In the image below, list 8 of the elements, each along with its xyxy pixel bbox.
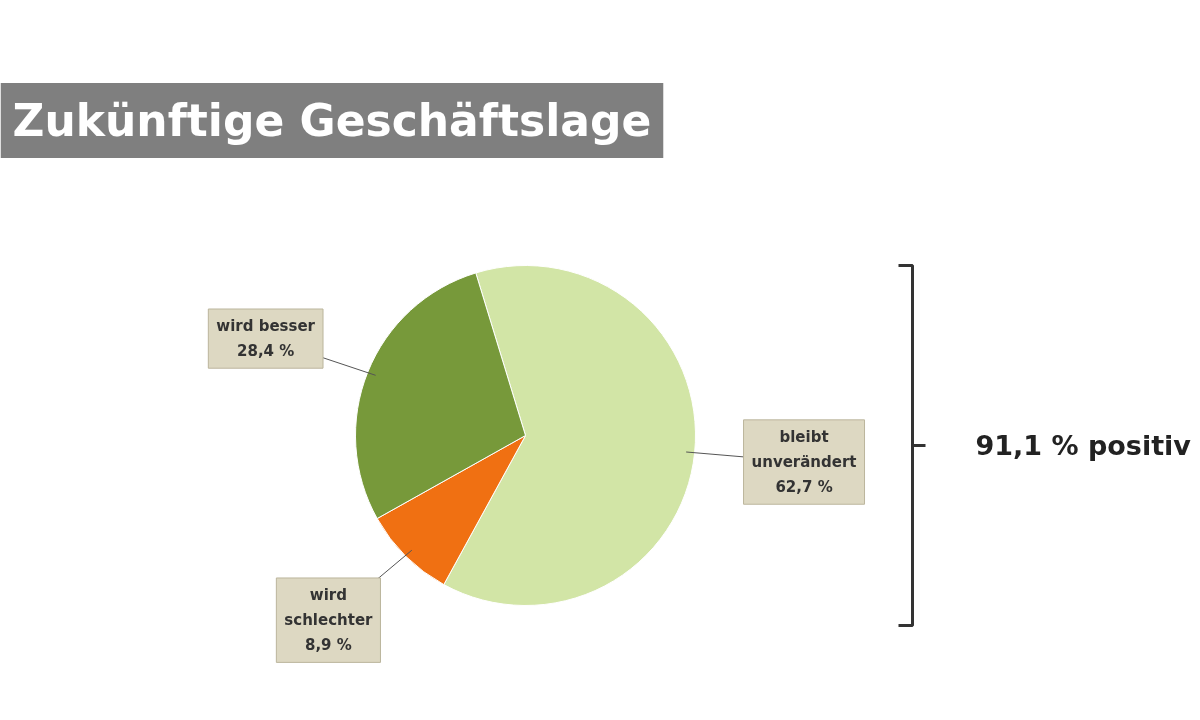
slice-label: wird schlechter — [284, 585, 374, 630]
data-label: 8,9 % — [305, 636, 352, 655]
chart-title: Zukünftige Geschäftslage — [12, 95, 652, 146]
data-label: 28,4 % — [237, 342, 295, 361]
data-label: 62,7 % — [775, 478, 833, 497]
text: 91,1 % positiv — [975, 430, 1192, 461]
slice-label: wird besser — [216, 317, 316, 336]
slice-label: bleibt unverändert — [751, 427, 857, 472]
